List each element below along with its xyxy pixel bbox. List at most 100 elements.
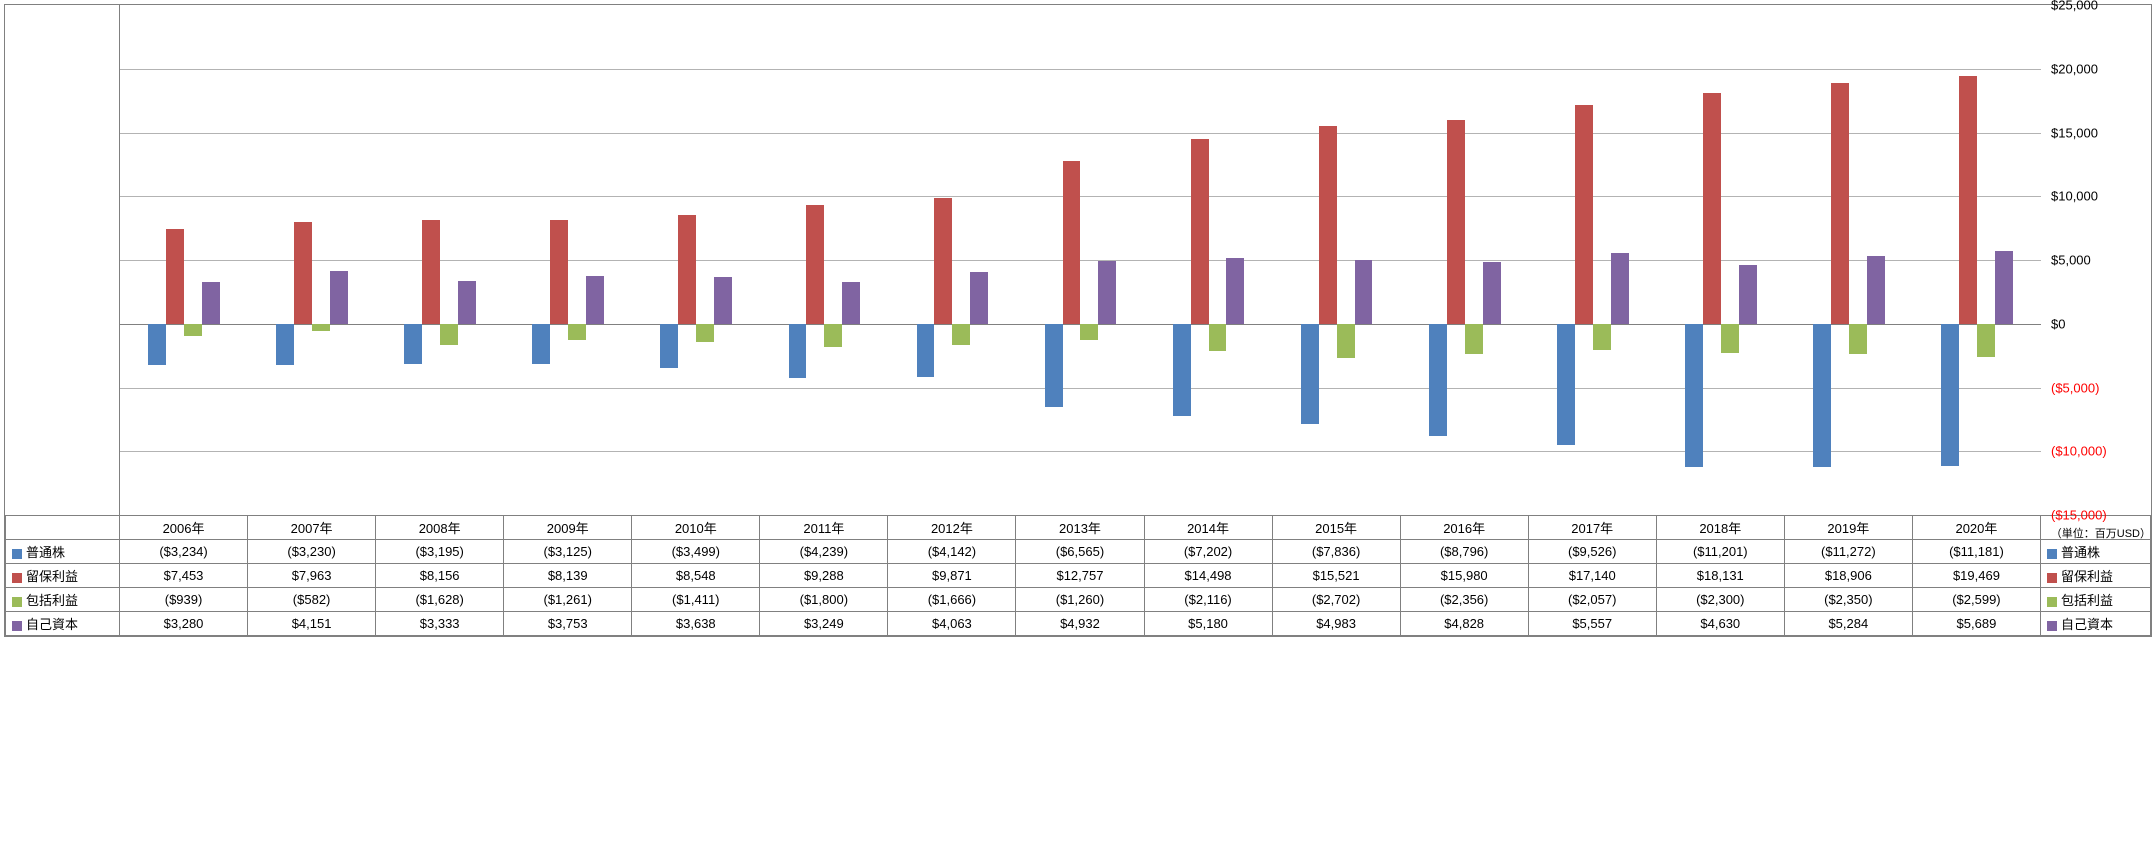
bar-retained_earnings <box>1063 161 1081 324</box>
data-cell: $3,280 <box>120 612 248 636</box>
table-row: 普通株($3,234)($3,230)($3,195)($3,125)($3,4… <box>6 540 2151 564</box>
bar-common_stock <box>1173 324 1191 416</box>
bar-common_stock <box>1301 324 1319 424</box>
year-header: 2016年 <box>1400 516 1528 540</box>
data-cell: ($11,181) <box>1912 540 2040 564</box>
bar-equity <box>1611 253 1629 324</box>
data-cell: $4,630 <box>1656 612 1784 636</box>
data-cell: $4,828 <box>1400 612 1528 636</box>
data-cell: ($2,300) <box>1656 588 1784 612</box>
data-cell: ($3,195) <box>376 540 504 564</box>
chart-container: （単位：百万USD） $25,000$20,000$15,000$10,000$… <box>4 4 2152 637</box>
bar-common_stock <box>276 324 294 365</box>
data-cell: $4,063 <box>888 612 1016 636</box>
year-group <box>504 5 632 515</box>
bar-common_stock <box>1813 324 1831 468</box>
plot-area: （単位：百万USD） $25,000$20,000$15,000$10,000$… <box>119 5 2041 515</box>
y-axis-label: ($5,000) <box>2051 380 2141 395</box>
table-row: 自己資本$3,280$4,151$3,333$3,753$3,638$3,249… <box>6 612 2151 636</box>
data-cell: ($1,800) <box>760 588 888 612</box>
data-cell: $8,156 <box>376 564 504 588</box>
bar-retained_earnings <box>1575 105 1593 324</box>
bar-equity <box>458 281 476 323</box>
bar-common_stock <box>532 324 550 364</box>
year-header: 2018年 <box>1656 516 1784 540</box>
data-cell: $7,963 <box>248 564 376 588</box>
data-cell: ($1,260) <box>1016 588 1144 612</box>
year-header: 2008年 <box>376 516 504 540</box>
bar-comprehensive_income <box>440 324 458 345</box>
bar-comprehensive_income <box>952 324 970 345</box>
year-group <box>888 5 1016 515</box>
year-header: 2020年 <box>1912 516 2040 540</box>
data-cell: $8,139 <box>504 564 632 588</box>
data-cell: ($1,261) <box>504 588 632 612</box>
data-cell: $17,140 <box>1528 564 1656 588</box>
bar-equity <box>1867 256 1885 323</box>
y-axis-label: $20,000 <box>2051 61 2141 76</box>
data-cell: ($7,202) <box>1144 540 1272 564</box>
year-group <box>1016 5 1144 515</box>
year-header: 2011年 <box>760 516 888 540</box>
legend-swatch <box>2047 621 2057 631</box>
bar-common_stock <box>917 324 935 377</box>
series-label: 留保利益 <box>6 564 120 588</box>
year-header: 2009年 <box>504 516 632 540</box>
year-header: 2013年 <box>1016 516 1144 540</box>
data-cell: ($4,142) <box>888 540 1016 564</box>
bar-retained_earnings <box>1319 126 1337 324</box>
bar-equity <box>1098 261 1116 324</box>
bar-comprehensive_income <box>312 324 330 331</box>
data-cell: $18,906 <box>1784 564 1912 588</box>
year-group <box>1913 5 2041 515</box>
year-group <box>1273 5 1401 515</box>
legend-swatch <box>12 621 22 631</box>
data-cell: ($2,356) <box>1400 588 1528 612</box>
data-cell: ($8,796) <box>1400 540 1528 564</box>
bar-equity <box>1483 262 1501 324</box>
bar-comprehensive_income <box>1209 324 1227 351</box>
data-cell: $12,757 <box>1016 564 1144 588</box>
bar-equity <box>1226 258 1244 324</box>
y-axis-label: $10,000 <box>2051 189 2141 204</box>
series-label: 普通株 <box>6 540 120 564</box>
series-label: 自己資本 <box>6 612 120 636</box>
table-row: 留保利益$7,453$7,963$8,156$8,139$8,548$9,288… <box>6 564 2151 588</box>
data-cell: ($6,565) <box>1016 540 1144 564</box>
year-group <box>1529 5 1657 515</box>
bar-common_stock <box>660 324 678 369</box>
data-cell: ($2,702) <box>1272 588 1400 612</box>
bar-equity <box>586 276 604 324</box>
bar-comprehensive_income <box>568 324 586 340</box>
bar-retained_earnings <box>422 220 440 324</box>
bar-common_stock <box>789 324 807 378</box>
data-table: 2006年2007年2008年2009年2010年2011年2012年2013年… <box>5 515 2151 636</box>
bar-equity <box>714 277 732 323</box>
year-group <box>1145 5 1273 515</box>
legend-swatch <box>2047 597 2057 607</box>
data-cell: ($1,628) <box>376 588 504 612</box>
bar-retained_earnings <box>1959 76 1977 324</box>
y-axis-label: $15,000 <box>2051 125 2141 140</box>
bar-retained_earnings <box>806 205 824 323</box>
bar-comprehensive_income <box>1337 324 1355 358</box>
data-cell: $5,557 <box>1528 612 1656 636</box>
year-header: 2012年 <box>888 516 1016 540</box>
data-cell: $5,284 <box>1784 612 1912 636</box>
y-axis-label: $0 <box>2051 316 2141 331</box>
data-cell: ($11,272) <box>1784 540 1912 564</box>
bar-equity <box>202 282 220 324</box>
year-group <box>120 5 248 515</box>
year-group <box>1657 5 1785 515</box>
data-cell: $5,689 <box>1912 612 2040 636</box>
table-row: 包括利益($939)($582)($1,628)($1,261)($1,411)… <box>6 588 2151 612</box>
legend-cell: 留保利益 <box>2041 564 2151 588</box>
data-cell: $4,983 <box>1272 612 1400 636</box>
legend-swatch <box>12 573 22 583</box>
year-header: 2006年 <box>120 516 248 540</box>
bar-equity <box>970 272 988 324</box>
data-cell: ($2,116) <box>1144 588 1272 612</box>
year-header: 2015年 <box>1272 516 1400 540</box>
year-header: 2014年 <box>1144 516 1272 540</box>
data-cell: $4,932 <box>1016 612 1144 636</box>
